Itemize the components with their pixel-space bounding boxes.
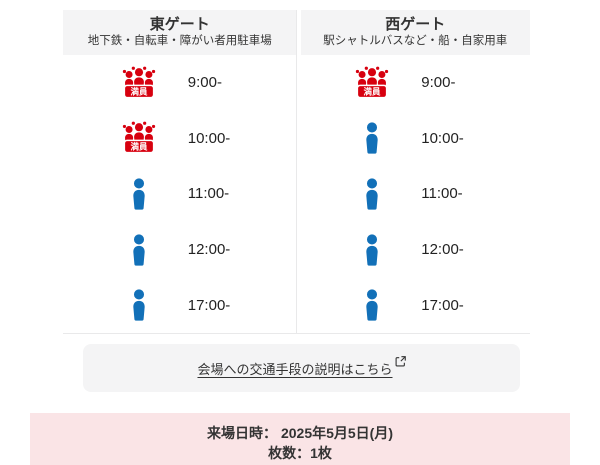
time-slot-label: 11:00- <box>187 185 230 203</box>
time-slot-label: 9:00- <box>187 74 222 92</box>
ticket-count-label: 枚数： <box>268 445 311 461</box>
west-gate-rows: 満員 9:00- 10:00- 11:00- 12:00- 17:00- <box>297 55 531 333</box>
east-gate-rows: 満員 9:00- 満員 10:00- 11:00- 12:00- 17:00- <box>63 55 297 333</box>
crowd-full-icon: 満員 <box>120 66 158 100</box>
svg-text:満員: 満員 <box>130 142 148 152</box>
time-slot-row[interactable]: 満員 10:00- <box>63 111 297 167</box>
time-slot-row[interactable]: 満員 9:00- <box>297 55 531 111</box>
svg-text:満員: 満員 <box>130 86 148 96</box>
time-slot-label: 12:00- <box>421 241 464 259</box>
gate-column-east: 東ゲート 地下鉄・自転車・障がい者用駐車場 満員 9:00- 満員 10:00-… <box>63 10 297 333</box>
time-slot-label: 10:00- <box>421 129 464 147</box>
west-gate-subtitle: 駅シャトルバスなど・船・自家用車 <box>323 35 508 47</box>
time-slot-label: 17:00- <box>421 296 464 314</box>
gate-schedule-table: 東ゲート 地下鉄・自転車・障がい者用駐車場 満員 9:00- 満員 10:00-… <box>63 10 530 334</box>
person-available-icon <box>120 289 158 321</box>
person-available-icon <box>353 178 391 210</box>
visit-summary: 来場日時： 2025年5月5日(月) 枚数：1枚 <box>30 413 570 465</box>
time-slot-label: 10:00- <box>187 129 231 147</box>
person-available-icon <box>353 289 391 321</box>
time-slot-label: 12:00- <box>187 241 231 259</box>
east-gate-subtitle: 地下鉄・自転車・障がい者用駐車場 <box>87 35 272 47</box>
west-gate-header: 西ゲート 駅シャトルバスなど・船・自家用車 <box>300 10 530 55</box>
crowd-full-icon: 満員 <box>120 121 158 155</box>
person-available-icon <box>353 233 391 266</box>
gate-column-west: 西ゲート 駅シャトルバスなど・船・自家用車 満員 9:00- 10:00- 11… <box>297 10 531 333</box>
time-slot-row[interactable]: 11:00- <box>297 166 531 222</box>
time-slot-row[interactable]: 12:00- <box>297 222 531 278</box>
transport-info-box: 会場への交通手段の説明はこちら <box>83 344 520 392</box>
transport-info-link[interactable]: 会場への交通手段の説明はこちら <box>197 355 406 378</box>
time-slot-row[interactable]: 12:00- <box>63 222 297 278</box>
svg-text:満員: 満員 <box>364 86 382 96</box>
visit-date-value: 2025年5月5日(月) <box>280 425 394 441</box>
ticket-count-line: 枚数：1枚 <box>30 443 570 463</box>
time-slot-row[interactable]: 満員 9:00- <box>63 55 297 111</box>
time-slot-row[interactable]: 17:00- <box>297 277 531 333</box>
time-slot-label: 9:00- <box>421 74 456 92</box>
crowd-full-icon: 満員 <box>353 66 391 100</box>
person-available-icon <box>120 178 158 210</box>
person-available-icon <box>353 122 391 154</box>
person-available-icon <box>120 233 158 266</box>
time-slot-label: 17:00- <box>187 296 231 314</box>
column-divider <box>296 10 297 333</box>
external-link-icon <box>395 355 406 366</box>
visit-date-label: 来場日時： <box>206 425 277 441</box>
transport-info-link-label: 会場への交通手段の説明はこちら <box>197 361 393 377</box>
west-gate-title: 西ゲート <box>385 16 446 33</box>
time-slot-row[interactable]: 11:00- <box>63 166 297 222</box>
east-gate-header: 東ゲート 地下鉄・自転車・障がい者用駐車場 <box>63 10 297 55</box>
time-slot-row[interactable]: 10:00- <box>297 111 531 167</box>
time-slot-label: 11:00- <box>421 185 463 203</box>
ticket-count-value: 1枚 <box>310 445 332 461</box>
east-gate-title: 東ゲート <box>149 16 210 33</box>
time-slot-row[interactable]: 17:00- <box>63 277 297 333</box>
visit-date-line: 来場日時： 2025年5月5日(月) <box>30 423 570 443</box>
